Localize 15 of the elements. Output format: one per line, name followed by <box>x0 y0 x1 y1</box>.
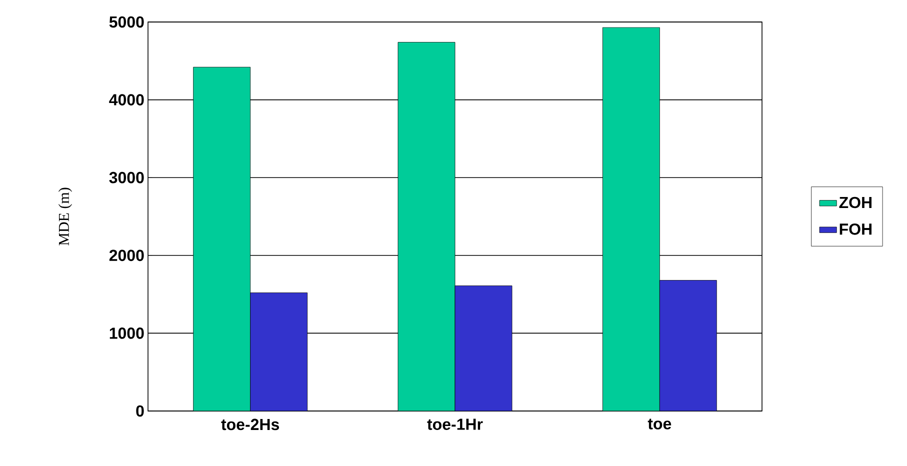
y-tick-label: 4000 <box>109 94 144 106</box>
x-tick-label: toe-2Hs <box>221 418 280 430</box>
x-tick-label: toe <box>648 418 672 430</box>
y-tick-label: 0 <box>136 405 144 417</box>
y-tick-label: 3000 <box>109 172 144 184</box>
bar <box>250 292 308 411</box>
bar <box>454 286 512 411</box>
y-axis-title: MDE (m) <box>58 188 72 246</box>
y-tick-label: 2000 <box>109 250 144 262</box>
y-tick-label: 5000 <box>109 16 144 28</box>
bar <box>659 280 717 411</box>
legend-label: FOH <box>840 224 872 235</box>
y-tick-label: 1000 <box>110 328 144 339</box>
x-tick-label: toe-1Hr <box>427 418 483 430</box>
legend-label: ZOH <box>839 196 872 208</box>
